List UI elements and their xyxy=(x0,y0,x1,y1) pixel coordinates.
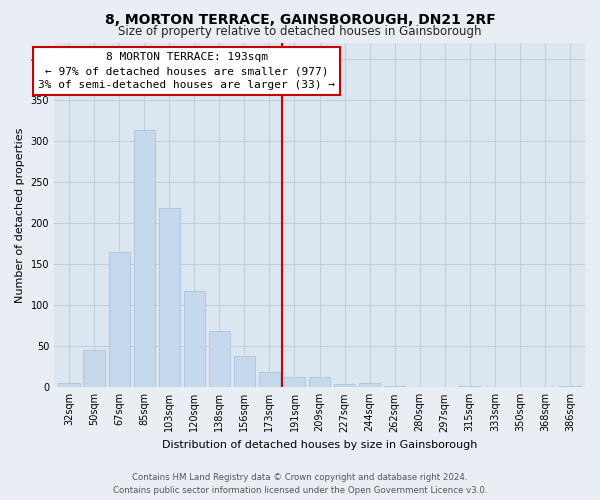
Bar xyxy=(459,386,481,388)
Bar xyxy=(309,378,330,388)
Y-axis label: Number of detached properties: Number of detached properties xyxy=(15,127,25,302)
Bar xyxy=(559,386,581,388)
X-axis label: Distribution of detached houses by size in Gainsborough: Distribution of detached houses by size … xyxy=(162,440,477,450)
Text: 8, MORTON TERRACE, GAINSBOROUGH, DN21 2RF: 8, MORTON TERRACE, GAINSBOROUGH, DN21 2R… xyxy=(104,12,496,26)
Bar xyxy=(109,252,130,388)
Bar xyxy=(284,378,305,388)
Text: Size of property relative to detached houses in Gainsborough: Size of property relative to detached ho… xyxy=(118,25,482,38)
Bar xyxy=(158,208,180,388)
Bar xyxy=(134,130,155,388)
Bar xyxy=(259,372,280,388)
Bar xyxy=(83,350,105,388)
Bar xyxy=(184,292,205,388)
Bar xyxy=(334,384,355,388)
Bar xyxy=(384,386,406,388)
Bar xyxy=(234,356,255,388)
Text: 8 MORTON TERRACE: 193sqm
← 97% of detached houses are smaller (977)
3% of semi-d: 8 MORTON TERRACE: 193sqm ← 97% of detach… xyxy=(38,52,335,90)
Bar xyxy=(58,383,80,388)
Bar xyxy=(359,383,380,388)
Text: Contains HM Land Registry data © Crown copyright and database right 2024.
Contai: Contains HM Land Registry data © Crown c… xyxy=(113,473,487,495)
Bar xyxy=(209,332,230,388)
